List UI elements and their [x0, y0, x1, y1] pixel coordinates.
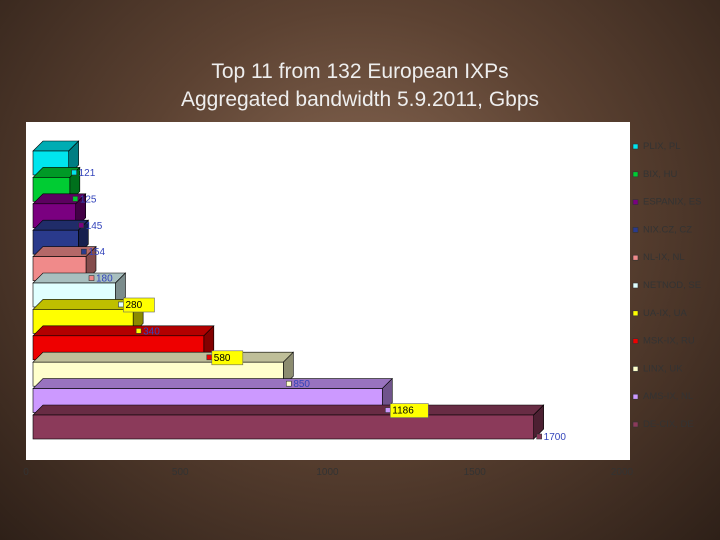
value-label: 280 — [118, 297, 155, 313]
legend-entry: DE-CIX, DE — [632, 419, 694, 430]
value-label: 1186 — [384, 403, 429, 418]
legend-label: LINX, UK — [643, 363, 683, 374]
value-label-text: 145 — [86, 221, 103, 232]
value-label-key — [536, 433, 542, 440]
x-tick-label: 2000 — [611, 467, 634, 478]
value-label-text: 1700 — [544, 432, 567, 443]
x-tick-label: 1500 — [464, 467, 487, 478]
chart-title-line1: Top 11 from 132 European IXPs — [211, 60, 509, 83]
legend-entry: NL-IX, NL — [632, 252, 685, 263]
value-label-text: 121 — [79, 168, 96, 179]
bar-front-face — [32, 414, 534, 440]
chart-title: Top 11 from 132 European IXPs Aggregated… — [0, 58, 720, 114]
value-label-text: 125 — [80, 194, 97, 205]
value-label: 125 — [72, 194, 97, 205]
legend: PLIX, PL BIX, HU ESPANIX, ES NIX.CZ, CZ NL-I… — [632, 141, 701, 430]
legend-entry: NETNOD, SE — [632, 280, 701, 291]
legend-entry: MSK-IX, RU — [632, 336, 695, 347]
legend-swatch — [632, 310, 639, 317]
value-label-key — [206, 354, 213, 361]
legend-entry: LINX, UK — [632, 363, 683, 374]
legend-swatch — [632, 366, 639, 372]
value-label-key — [78, 222, 85, 229]
value-label-text: 1186 — [392, 406, 414, 417]
chart-title-line2: Aggregated bandwidth 5.9.2011, Gbps — [180, 88, 540, 111]
legend-label: PLIX, PL — [643, 141, 681, 152]
value-label: 121 — [71, 168, 96, 179]
legend-label: DE-CIX, DE — [643, 419, 694, 430]
legend-entry: NIX.CZ, CZ — [632, 224, 692, 235]
legend-entry: PLIX, PL — [632, 141, 681, 152]
legend-swatch — [632, 254, 639, 261]
value-label-key — [71, 169, 77, 176]
legend-swatch — [632, 143, 639, 150]
value-label: 1700 — [536, 432, 567, 443]
value-label-key — [88, 275, 95, 281]
bar-top-face — [32, 325, 215, 337]
legend-label: MSK-IX, RU — [643, 336, 695, 347]
value-label-key — [118, 301, 124, 308]
bar-top-face — [32, 351, 295, 363]
bar-top-face — [32, 378, 394, 389]
value-label-key — [72, 196, 79, 202]
x-axis: 0 500 1000 1500 2000 — [23, 467, 633, 478]
value-label: 850 — [286, 379, 310, 390]
legend-entry: AMS-IX, NL — [632, 391, 693, 402]
legend-entry: BIX, HU — [632, 169, 677, 180]
value-label-box — [389, 403, 429, 418]
value-label-text: 580 — [214, 353, 231, 364]
value-labels-group: 121 125 145 154 180 280 340 580 850 1186 1700 — [71, 168, 567, 443]
legend-label: BIX, HU — [643, 169, 677, 180]
legend-label: AMS-IX, NL — [643, 391, 693, 402]
legend-swatch — [632, 199, 639, 205]
value-label: 340 — [135, 326, 160, 337]
legend-swatch — [632, 171, 639, 178]
value-label: 580 — [206, 350, 244, 366]
legend-label: UA-IX, UA — [643, 308, 687, 319]
value-label-text: 180 — [96, 274, 113, 285]
bar-top-face — [32, 404, 545, 416]
legend-entry: UA-IX, UA — [632, 308, 687, 319]
value-label-key — [135, 328, 142, 334]
value-label: 180 — [88, 274, 113, 285]
legend-swatch — [632, 338, 639, 344]
legend-swatch — [632, 421, 639, 428]
legend-label: NETNOD, SE — [643, 280, 701, 291]
legend-label: NIX.CZ, CZ — [643, 224, 692, 235]
value-label-text: 154 — [88, 247, 105, 258]
value-label: 154 — [81, 247, 105, 258]
legend-label: ESPANIX, ES — [643, 197, 701, 208]
value-label-text: 850 — [293, 379, 310, 390]
legend-swatch — [632, 282, 639, 289]
legend-swatch — [632, 393, 639, 400]
x-tick-label: 1000 — [316, 467, 339, 478]
value-label-box — [211, 350, 244, 366]
value-label: 145 — [78, 221, 103, 232]
x-tick-label: 500 — [172, 467, 189, 478]
value-label-text: 340 — [143, 326, 160, 337]
legend-entry: ESPANIX, ES — [632, 197, 701, 208]
legend-swatch — [632, 227, 639, 233]
value-label-key — [384, 407, 391, 413]
bar-de-cix-de — [32, 404, 545, 440]
legend-label: NL-IX, NL — [643, 252, 685, 263]
value-label-key — [286, 380, 292, 387]
value-label-text: 280 — [125, 300, 142, 311]
value-label-key — [81, 248, 87, 255]
value-label-box — [123, 297, 155, 313]
x-tick-label: 0 — [23, 467, 29, 478]
